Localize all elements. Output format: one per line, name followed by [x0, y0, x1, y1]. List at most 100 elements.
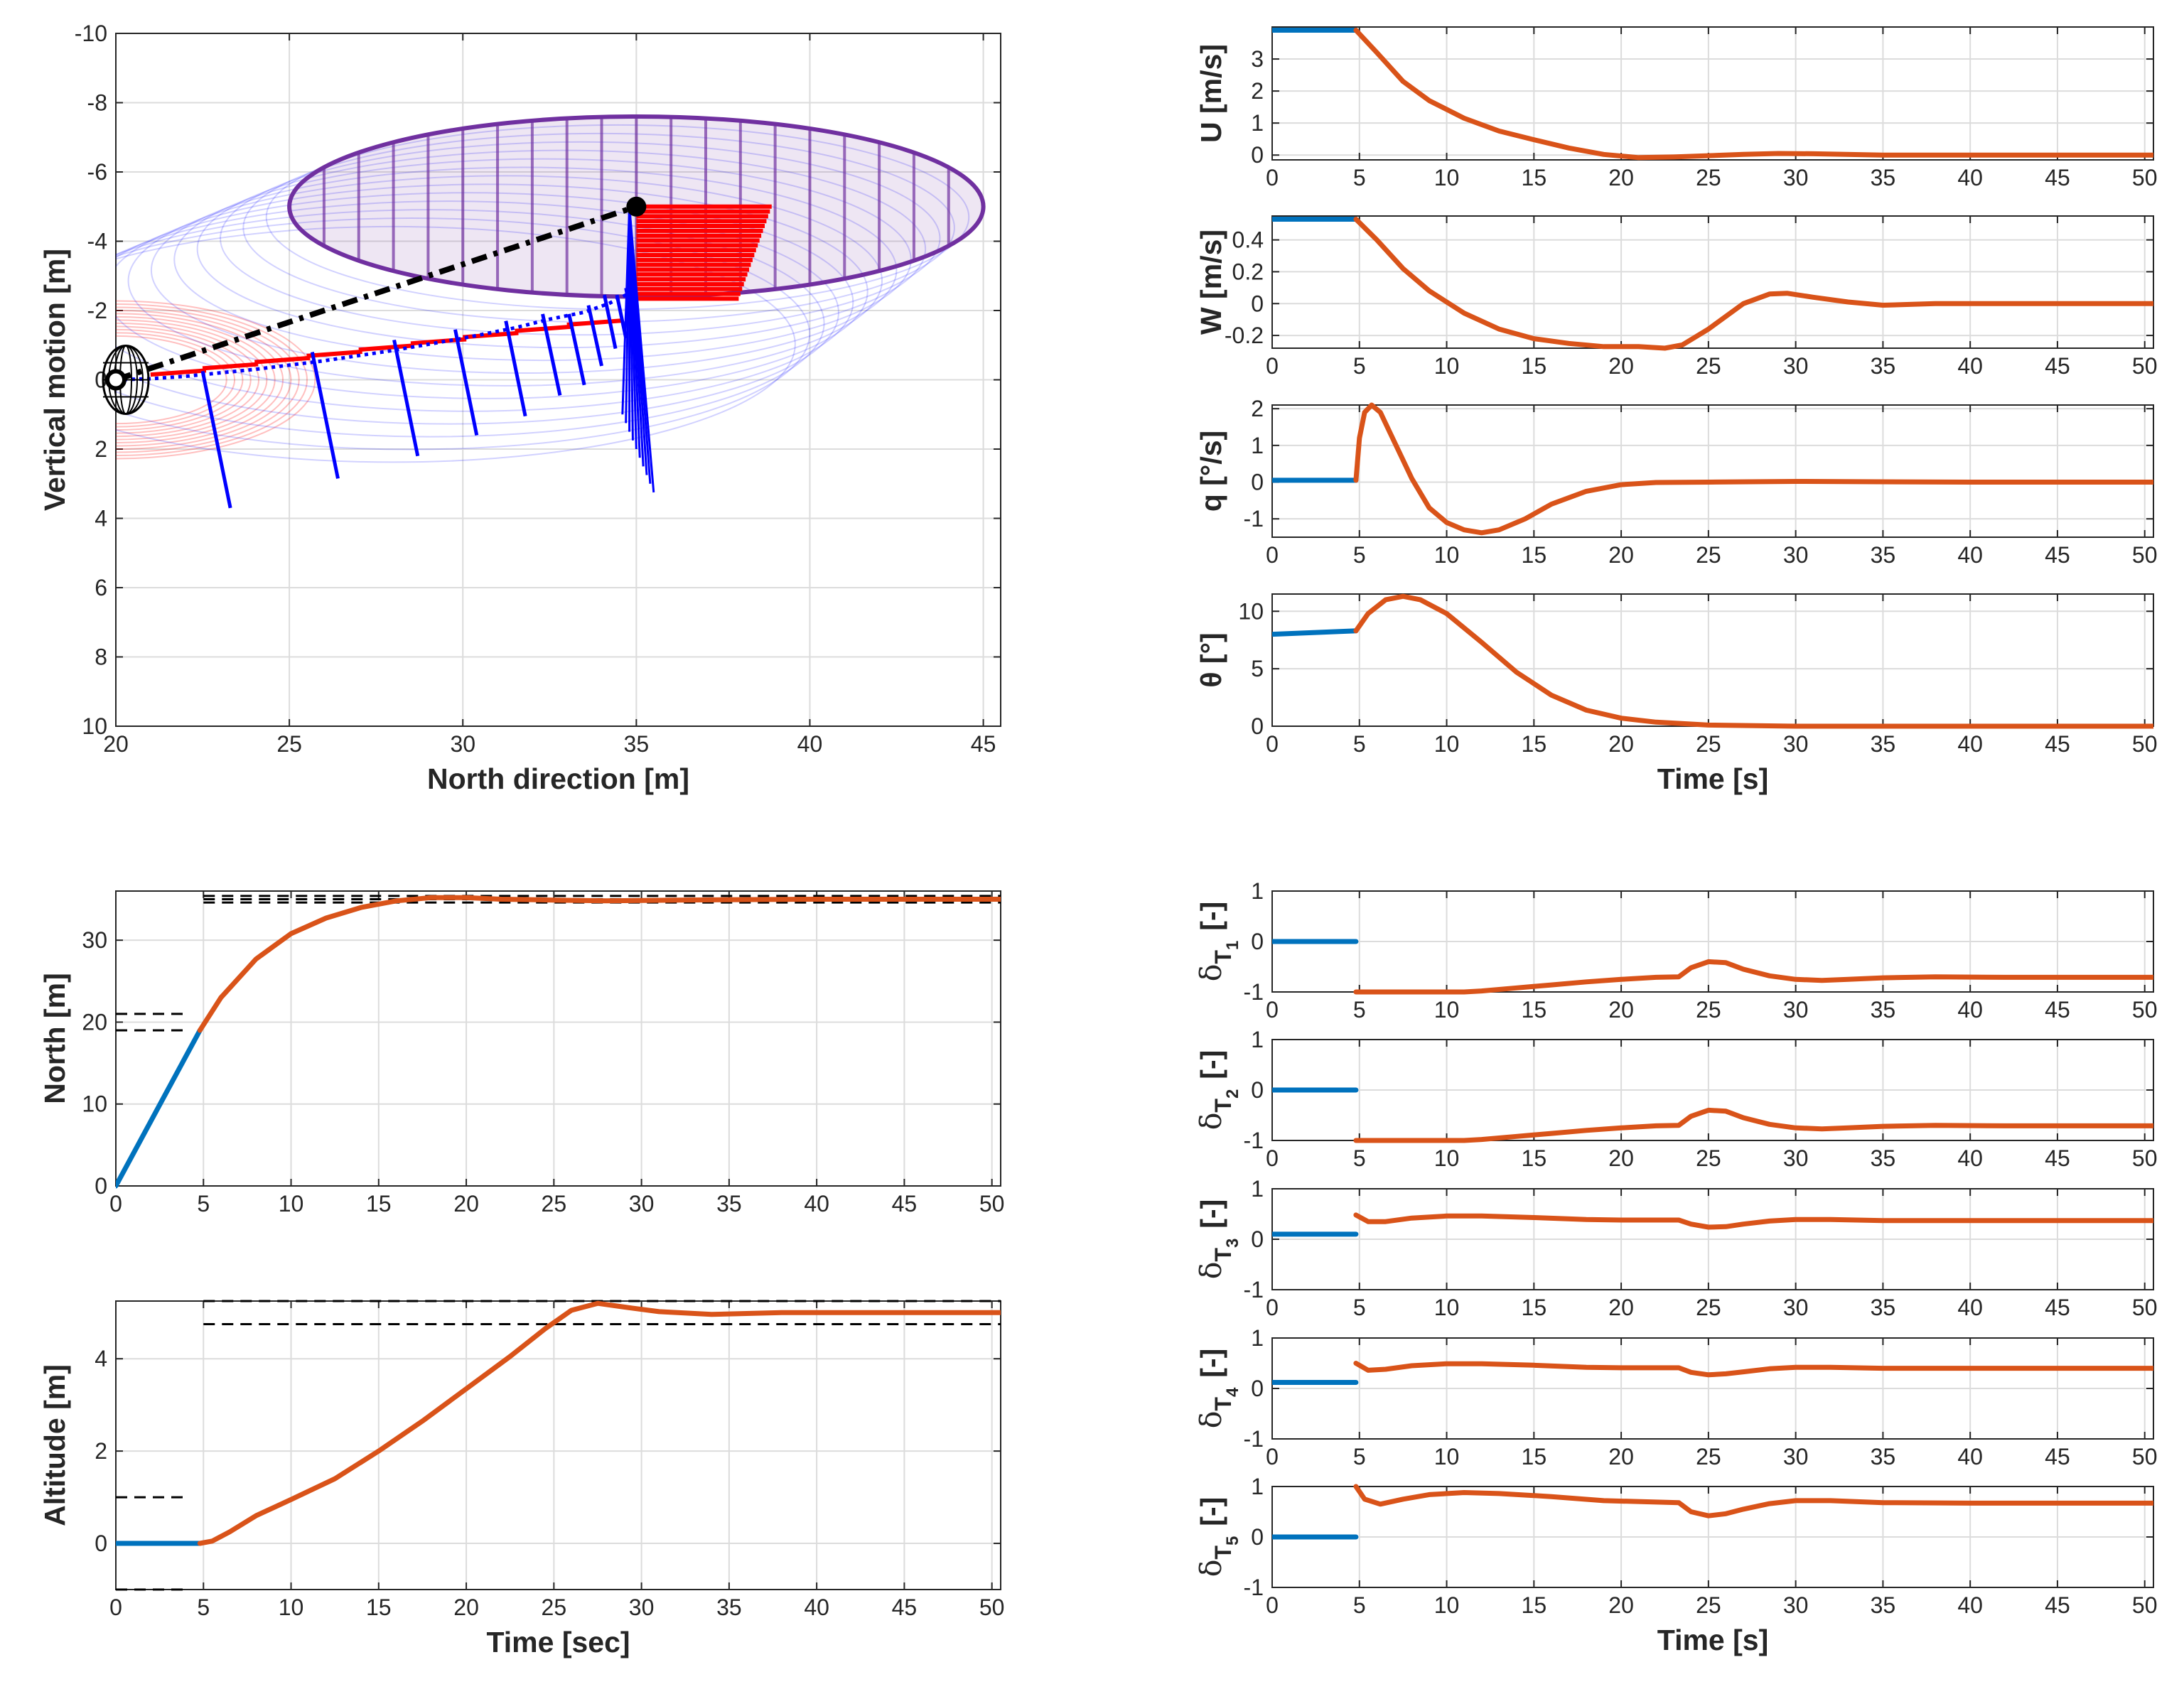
x-tick-label: 45 — [2045, 353, 2070, 379]
x-tick-label: 10 — [1434, 353, 1460, 379]
x-tick-label: 45 — [2045, 542, 2070, 568]
x-tick-label: 10 — [1434, 1295, 1460, 1320]
y-label-unit: [-] — [1195, 1349, 1227, 1378]
y-tick-label: 8 — [95, 644, 107, 670]
x-tick-label: 30 — [1783, 1592, 1809, 1618]
y-label-sub-index: 4 — [1223, 1387, 1242, 1397]
path-envelope-mesh — [116, 183, 868, 399]
y-tick-label: 2 — [1251, 396, 1264, 421]
start-region-mesh — [116, 335, 227, 425]
y-axis-label: δT4 [-] — [1194, 1349, 1242, 1429]
x-tick-label: 50 — [2132, 1295, 2158, 1320]
vehicle-attitude-line — [602, 294, 618, 350]
x-tick-label: 40 — [1957, 1145, 1983, 1171]
y-label-delta: δ — [1194, 1113, 1228, 1131]
vehicle-attitude-line — [453, 329, 479, 436]
x-tick-label: 50 — [979, 1191, 1005, 1216]
x-tick-label: 5 — [197, 1595, 210, 1620]
y-tick-label: 1 — [1251, 433, 1264, 458]
y-label-sub-letter: T — [1210, 1545, 1236, 1560]
x-tick-label: 15 — [1522, 353, 1547, 379]
y-axis-label: W [m/s] — [1195, 230, 1227, 335]
thrust-bar — [358, 343, 415, 352]
x-tick-label: 10 — [1434, 731, 1460, 757]
path-envelope-mesh — [116, 192, 854, 412]
x-tick-label: 35 — [1871, 1295, 1896, 1320]
path-envelope-mesh — [150, 166, 898, 374]
y-label-unit: [-] — [1195, 1199, 1227, 1229]
x-tick-label: 35 — [716, 1191, 742, 1216]
y-tick-label: 1 — [1251, 1027, 1264, 1052]
y-tick-label: 1 — [1251, 110, 1264, 136]
guidance-line — [116, 203, 638, 383]
y-tick-label: -4 — [87, 229, 107, 254]
y-tick-label: 0 — [95, 1173, 107, 1199]
y-tick-label: 0 — [1251, 929, 1264, 954]
start-region-mesh — [116, 313, 284, 447]
x-tick-label: 20 — [1608, 542, 1634, 568]
x-tick-label: 50 — [2132, 731, 2158, 757]
path-envelope-mesh — [196, 149, 927, 349]
x-tick-label: 40 — [1957, 165, 1983, 190]
x-tick-label: 0 — [1266, 353, 1279, 379]
x-tick-label: 10 — [1434, 542, 1460, 568]
axes-frame — [1271, 26, 2154, 161]
x-tick-label: 10 — [1434, 1444, 1460, 1469]
y-tick-label: -8 — [87, 90, 107, 116]
y-tick-label: 0.2 — [1232, 259, 1264, 284]
x-tick-label: 30 — [1783, 353, 1809, 379]
y-label-sub-index: 2 — [1223, 1089, 1242, 1099]
x-tick-label: 0 — [1266, 1295, 1279, 1320]
x-tick-label: 5 — [1353, 731, 1366, 757]
x-tick-label: 25 — [1696, 731, 1721, 757]
axes-frame — [1271, 215, 2154, 349]
path-envelope-mesh — [220, 141, 941, 336]
x-tick-label: 10 — [1434, 165, 1460, 190]
x-tick-label: 25 — [1696, 1444, 1721, 1469]
y-axis-label: q [°/s] — [1195, 431, 1227, 512]
vehicle-attitude-line — [200, 370, 232, 509]
x-tick-label: 30 — [450, 731, 475, 757]
x-tick-label: 15 — [1522, 997, 1547, 1023]
x-tick-label: 35 — [1871, 997, 1896, 1023]
y-label-delta: δ — [1194, 1262, 1228, 1280]
x-tick-label: 30 — [1783, 542, 1809, 568]
y-tick-label: 0 — [1251, 470, 1264, 495]
x-tick-label: 25 — [1696, 1145, 1721, 1171]
series-line-blue — [116, 1027, 203, 1189]
y-axis-label: δT3 [-] — [1194, 1199, 1242, 1280]
x-tick-label: 0 — [1266, 1592, 1279, 1618]
path-envelope-mesh — [116, 200, 839, 425]
plot-content — [1272, 939, 2153, 995]
x-tick-label: 40 — [1957, 542, 1983, 568]
y-label-sub-index: 3 — [1223, 1239, 1242, 1248]
vehicle-attitude-line — [567, 313, 586, 386]
x-tick-label: 5 — [1353, 997, 1366, 1023]
y-tick-label: 2 — [95, 436, 107, 462]
x-tick-label: 30 — [629, 1595, 655, 1620]
x-tick-label: 45 — [892, 1595, 918, 1620]
x-tick-label: 20 — [1608, 731, 1634, 757]
axes-frame — [1271, 404, 2154, 538]
series-line-orange — [1353, 28, 2153, 161]
y-axis-label: δT1 [-] — [1194, 902, 1242, 982]
x-tick-label: 5 — [1353, 1145, 1366, 1171]
x-tick-label: 0 — [1266, 542, 1279, 568]
x-tick-label: 40 — [1957, 997, 1983, 1023]
y-axis-label: δT5 [-] — [1194, 1497, 1242, 1577]
vehicle-attitude-line — [541, 313, 562, 396]
x-tick-label: 0 — [109, 1595, 122, 1620]
plot-content — [1272, 1087, 2153, 1143]
x-tick-label: 15 — [1522, 542, 1547, 568]
x-tick-label: 30 — [1783, 1295, 1809, 1320]
x-axis-label: Time [sec] — [486, 1626, 630, 1658]
x-tick-label: 35 — [1871, 542, 1896, 568]
y-label-sub-letter: T — [1210, 950, 1236, 964]
y-label-sub-letter: T — [1210, 1397, 1236, 1411]
start-region-mesh — [116, 325, 252, 434]
x-tick-label: 10 — [279, 1191, 304, 1216]
x-tick-label: 25 — [542, 1191, 567, 1216]
